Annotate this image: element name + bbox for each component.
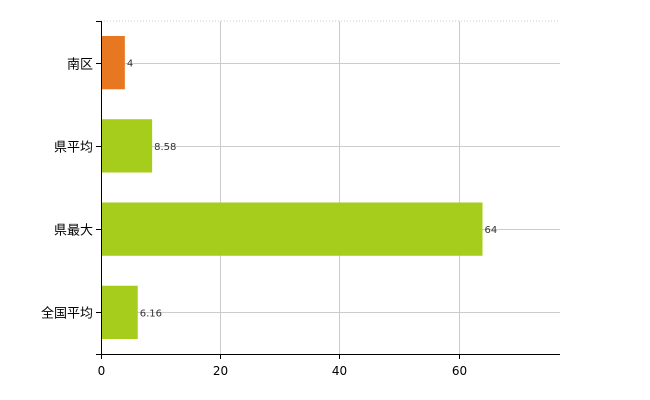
x-tick-label: 0	[98, 364, 106, 378]
bar	[101, 285, 138, 340]
category-label: 南区	[67, 57, 93, 73]
grid-lines	[101, 20, 560, 354]
bar	[101, 202, 483, 256]
data-label: 8.58	[154, 142, 176, 153]
data-label: 4	[127, 59, 133, 70]
category-label: 県平均	[54, 141, 93, 156]
axes	[96, 21, 560, 359]
bars	[101, 35, 483, 340]
data-label: 64	[485, 225, 498, 236]
x-tick-label: 40	[332, 364, 347, 378]
category-label: 県最大	[54, 224, 93, 239]
data-label: 6.16	[140, 308, 162, 319]
x-tick-label: 60	[452, 364, 467, 378]
category-label: 全国平均	[41, 306, 93, 322]
bar	[101, 35, 125, 90]
bar	[101, 119, 153, 173]
x-tick-label: 20	[213, 364, 228, 378]
